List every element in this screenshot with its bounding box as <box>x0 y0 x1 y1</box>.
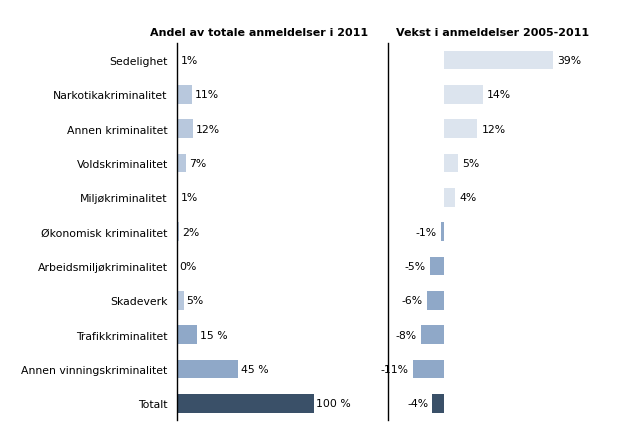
Text: -11%: -11% <box>381 364 409 374</box>
Text: 12%: 12% <box>482 124 506 134</box>
Text: 0%: 0% <box>179 261 197 272</box>
Bar <box>177 120 193 139</box>
Text: 1%: 1% <box>181 56 198 66</box>
Text: 14%: 14% <box>487 90 511 100</box>
Text: 12%: 12% <box>196 124 220 134</box>
Title: Andel av totale anmeldelser i 2011: Andel av totale anmeldelser i 2011 <box>150 28 368 38</box>
Text: -8%: -8% <box>396 330 417 340</box>
Text: 100 %: 100 % <box>316 399 351 408</box>
Bar <box>430 257 444 276</box>
Bar <box>444 52 553 71</box>
Bar <box>421 325 444 344</box>
Bar <box>444 120 477 139</box>
Text: 1%: 1% <box>181 193 198 203</box>
Bar <box>177 154 186 173</box>
Text: 39%: 39% <box>557 56 582 66</box>
Bar <box>177 86 192 105</box>
Bar <box>177 394 314 413</box>
Text: -5%: -5% <box>404 261 425 272</box>
Title: Vekst i anmeldelser 2005-2011: Vekst i anmeldelser 2005-2011 <box>396 28 590 38</box>
Bar <box>177 188 178 207</box>
Text: 15 %: 15 % <box>200 330 228 340</box>
Bar <box>177 52 178 71</box>
Text: 5%: 5% <box>462 159 479 169</box>
Text: 45 %: 45 % <box>241 364 268 374</box>
Bar <box>427 291 444 310</box>
Bar <box>433 394 444 413</box>
Bar <box>444 86 483 105</box>
Bar <box>177 223 179 241</box>
Bar <box>177 291 184 310</box>
Text: 5%: 5% <box>186 296 203 306</box>
Text: -1%: -1% <box>415 227 436 237</box>
Bar <box>177 360 238 378</box>
Bar <box>441 223 444 241</box>
Text: 2%: 2% <box>182 227 200 237</box>
Bar <box>413 360 444 378</box>
Text: 4%: 4% <box>459 193 476 203</box>
Text: -4%: -4% <box>407 399 428 408</box>
Bar <box>444 154 458 173</box>
Text: -6%: -6% <box>402 296 423 306</box>
Bar <box>444 188 455 207</box>
Text: 7%: 7% <box>189 159 206 169</box>
Bar <box>177 325 197 344</box>
Text: 11%: 11% <box>195 90 219 100</box>
